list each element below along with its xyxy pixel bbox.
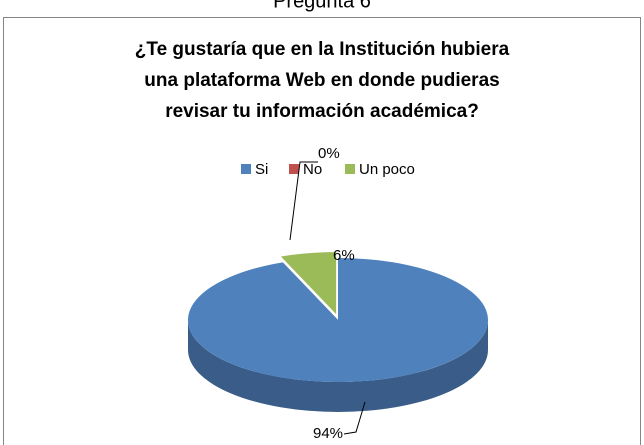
- legend-label: No: [303, 161, 322, 178]
- legend-swatch: [289, 164, 299, 174]
- heading: Pregunta 6: [273, 0, 371, 12]
- chart-title: una plataforma Web en donde pudieras: [144, 70, 499, 91]
- slice: [280, 252, 337, 315]
- leader-line: [289, 161, 318, 241]
- legend-label: Un poco: [359, 161, 415, 178]
- legend-label: Si: [255, 161, 268, 178]
- slice: [187, 258, 488, 382]
- data-label: 94%: [313, 425, 343, 442]
- data-label: 6%: [333, 247, 355, 264]
- slice-side: [188, 320, 488, 412]
- leader-line: [343, 401, 366, 435]
- data-label: 0%: [318, 145, 340, 162]
- chart-title: revisar tu información académica?: [165, 101, 479, 122]
- legend-swatch: [241, 164, 251, 174]
- chart-title: ¿Te gustaría que en la Institución hubie…: [135, 39, 510, 60]
- legend-swatch: [345, 164, 355, 174]
